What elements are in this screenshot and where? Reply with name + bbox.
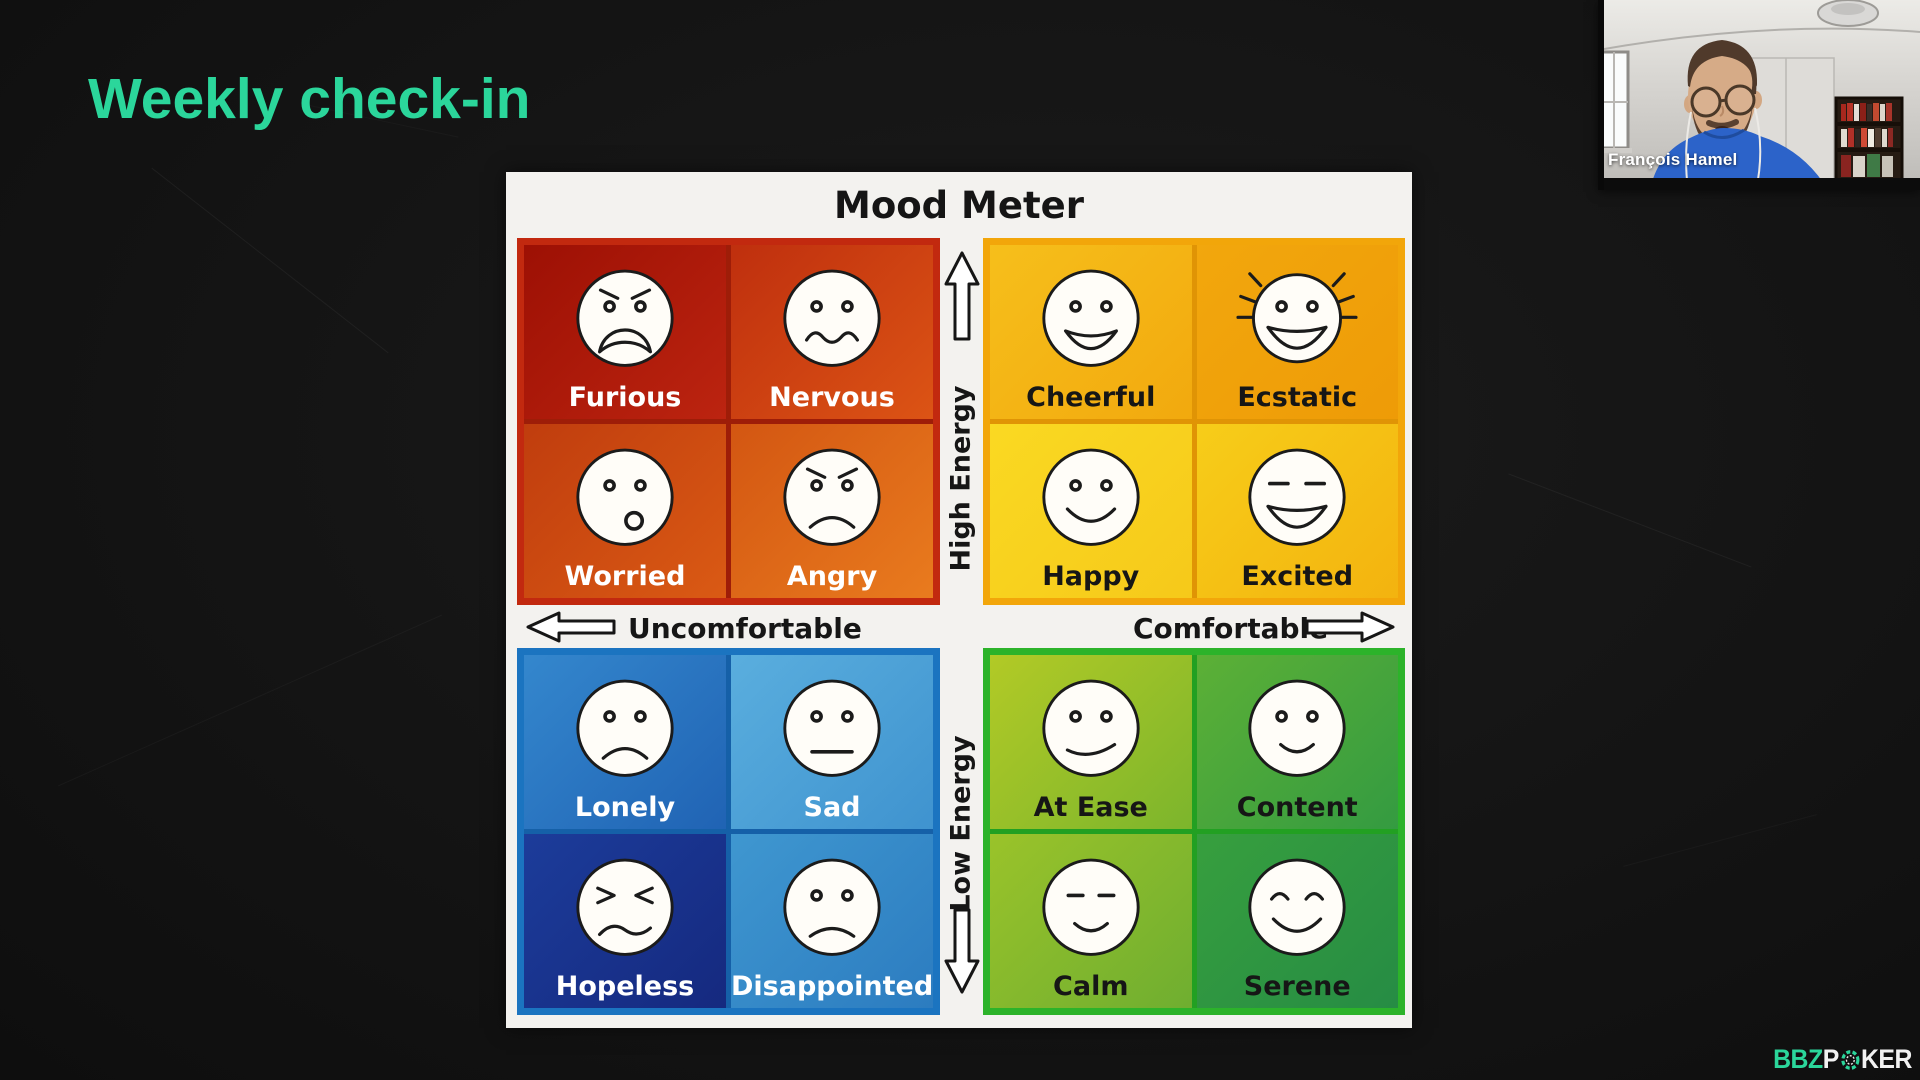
mood-cell-label: Hopeless (555, 971, 695, 1002)
webcam-tile: François Hamel (1598, 0, 1920, 190)
mood-cell-label: Content (1236, 792, 1358, 823)
mood-cell: Furious (524, 245, 726, 419)
logo-ker-text: KER (1860, 1044, 1913, 1074)
mood-cell: Hopeless (524, 834, 726, 1008)
mood-cell-label: Happy (1042, 561, 1140, 592)
mood-cell-label: Nervous (769, 382, 895, 413)
mood-cell: Happy (990, 424, 1192, 598)
logo-bbz-text: BBZ (1773, 1044, 1823, 1074)
quadrant-high-energy-comfortable: Cheerful Ecstatic Happy Excited (983, 238, 1405, 605)
chalk-scratch (58, 615, 442, 787)
mood-cell: Content (1196, 655, 1398, 829)
mood-cell-label: Cheerful (1026, 382, 1156, 413)
mood-cell: At Ease (990, 655, 1192, 829)
sad-face-icon (783, 679, 881, 777)
uncomfortable-axis-label: Uncomfortable (628, 612, 862, 645)
participant-name: François Hamel (1608, 150, 1738, 169)
quadrant-low-energy-uncomfortable: Lonely Sad Hopeless Disappointed (517, 648, 940, 1015)
chalk-scratch (151, 167, 389, 354)
mood-cell: Nervous (731, 245, 933, 419)
mood-cell-label: Calm (1053, 971, 1129, 1002)
happy-face-icon (1042, 448, 1140, 546)
mood-cell-label: Serene (1243, 971, 1351, 1002)
down-arrow-icon (944, 908, 980, 994)
mood-cell-label: Furious (568, 382, 682, 413)
quadrant-high-energy-uncomfortable: Furious Nervous Worried Angry (517, 238, 940, 605)
disappointed-face-icon (783, 858, 881, 956)
webcam-video (1598, 0, 1920, 190)
calm-face-icon (1042, 858, 1140, 956)
hopeless-face-icon (576, 858, 674, 956)
worried-face-icon (576, 448, 674, 546)
logo-p-text: P (1822, 1044, 1840, 1074)
comfortable-axis-label: Comfortable (1133, 612, 1329, 645)
mood-cell-label: Worried (564, 561, 686, 592)
mood-cell-label: Excited (1241, 561, 1354, 592)
mood-cell-label: Angry (786, 561, 878, 592)
mood-cell: Excited (1196, 424, 1398, 598)
slide-title: Weekly check-in (88, 67, 531, 131)
mood-cell: Angry (731, 424, 933, 598)
nervous-face-icon (783, 269, 881, 367)
chalk-scratch (1508, 473, 1752, 568)
mood-cell-label: Disappointed (731, 971, 934, 1002)
excited-face-icon (1248, 448, 1346, 546)
lonely-face-icon (576, 679, 674, 777)
left-arrow-icon (526, 611, 616, 643)
right-arrow-icon (1305, 611, 1395, 643)
bbz-poker-logo: BBZ P KER (1773, 1044, 1912, 1075)
mood-cell-label: Sad (803, 792, 861, 823)
mood-cell: Disappointed (731, 834, 933, 1008)
mood-cell: Cheerful (990, 245, 1192, 419)
quadrant-low-energy-comfortable: At Ease Content Calm Serene (983, 648, 1405, 1015)
serene-face-icon (1248, 858, 1346, 956)
up-arrow-icon (944, 251, 980, 341)
mood-cell: Ecstatic (1196, 245, 1398, 419)
mood-cell: Calm (990, 834, 1192, 1008)
high-energy-axis-label: High Energy (945, 385, 977, 572)
cheerful-face-icon (1042, 269, 1140, 367)
mood-cell: Lonely (524, 655, 726, 829)
mood-cell-label: At Ease (1033, 792, 1148, 823)
ecstatic-face-icon (1236, 272, 1358, 364)
mood-meter-title: Mood Meter (834, 184, 1084, 227)
mood-cell: Worried (524, 424, 726, 598)
furious-face-icon (576, 269, 674, 367)
mood-cell-label: Ecstatic (1237, 382, 1358, 413)
angry-face-icon (783, 448, 881, 546)
chalk-scratch (1623, 814, 1816, 867)
content-face-icon (1248, 679, 1346, 777)
mood-cell: Sad (731, 655, 933, 829)
atease-face-icon (1042, 679, 1140, 777)
mood-cell: Serene (1196, 834, 1398, 1008)
mood-meter-panel: Mood Meter Furious Nervous Worried Angry Ch… (506, 172, 1412, 1028)
mood-cell-label: Lonely (574, 792, 676, 823)
poker-chip-icon (1840, 1049, 1859, 1070)
